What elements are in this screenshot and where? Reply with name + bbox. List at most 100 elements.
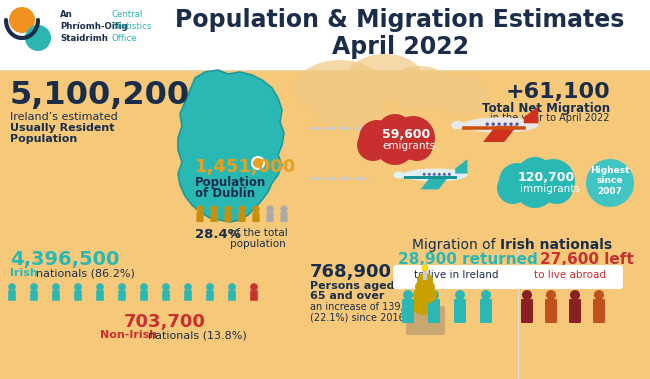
Circle shape [428,173,431,176]
Text: +61,100: +61,100 [505,82,610,102]
Text: 59,600: 59,600 [382,128,430,141]
Text: 65 and over: 65 and over [310,291,384,301]
Text: 703,700: 703,700 [124,313,206,331]
Circle shape [515,168,555,208]
FancyBboxPatch shape [454,299,466,323]
Text: Ireland’s estimated: Ireland’s estimated [10,112,118,122]
FancyBboxPatch shape [196,212,203,222]
Circle shape [211,205,218,213]
FancyBboxPatch shape [228,290,236,301]
Ellipse shape [402,169,467,182]
Circle shape [438,173,441,176]
FancyBboxPatch shape [266,212,274,222]
FancyBboxPatch shape [280,212,287,222]
Text: Usually Resident: Usually Resident [10,123,114,133]
Circle shape [541,172,573,204]
Circle shape [252,205,259,213]
FancyBboxPatch shape [52,290,60,301]
Text: Irish nationals: Irish nationals [500,238,612,252]
Circle shape [499,163,535,199]
FancyBboxPatch shape [569,299,581,323]
Ellipse shape [347,54,423,102]
Ellipse shape [411,295,439,315]
Text: Total Net Migration: Total Net Migration [482,102,610,115]
FancyBboxPatch shape [184,290,192,301]
Text: Irish: Irish [10,268,38,278]
Text: An
Phríomh-Oifig
Staidrimh: An Phríomh-Oifig Staidrimh [60,10,127,42]
Circle shape [401,129,433,161]
Circle shape [586,159,634,207]
Text: Highest
since
2007: Highest since 2007 [590,166,630,196]
Text: to live abroad: to live abroad [534,270,606,280]
Circle shape [497,122,501,126]
Circle shape [8,283,16,291]
Circle shape [162,283,170,291]
FancyBboxPatch shape [402,299,414,323]
Ellipse shape [394,171,404,179]
Circle shape [375,125,415,165]
FancyBboxPatch shape [206,290,214,301]
Ellipse shape [415,279,435,295]
Ellipse shape [295,60,385,116]
FancyBboxPatch shape [545,299,557,323]
FancyBboxPatch shape [96,290,104,301]
Circle shape [510,122,513,126]
FancyBboxPatch shape [0,0,650,70]
FancyBboxPatch shape [252,212,259,222]
Circle shape [74,283,82,291]
FancyBboxPatch shape [250,290,258,301]
Circle shape [228,283,236,291]
Text: 4,396,500: 4,396,500 [10,250,120,269]
Circle shape [30,283,38,291]
Text: Central
Statistics
Office: Central Statistics Office [112,10,151,42]
FancyBboxPatch shape [393,265,519,289]
FancyBboxPatch shape [428,299,440,323]
Text: Population: Population [195,176,266,189]
FancyBboxPatch shape [118,290,126,301]
Circle shape [486,122,489,126]
FancyBboxPatch shape [239,212,246,222]
FancyBboxPatch shape [521,299,533,323]
Circle shape [9,7,35,33]
Text: 120,700: 120,700 [518,171,575,184]
Text: an increase of 139,100: an increase of 139,100 [310,302,422,312]
Circle shape [357,129,389,161]
Ellipse shape [315,86,385,130]
FancyBboxPatch shape [406,306,445,335]
Ellipse shape [413,286,437,304]
FancyBboxPatch shape [593,299,605,323]
Ellipse shape [462,117,538,133]
Circle shape [239,205,246,213]
Text: 5,100,200: 5,100,200 [10,80,190,111]
Text: immigrants: immigrants [520,184,580,194]
Text: Migration of: Migration of [412,238,500,252]
Circle shape [184,283,192,291]
Circle shape [25,25,51,51]
Circle shape [522,290,532,300]
Text: Non-Irish: Non-Irish [100,330,157,340]
Circle shape [433,173,436,176]
Ellipse shape [451,121,464,129]
Circle shape [250,283,258,291]
FancyBboxPatch shape [517,265,623,289]
Circle shape [118,283,126,291]
Text: in the year to April 2022: in the year to April 2022 [491,113,610,123]
Circle shape [515,122,519,126]
Circle shape [196,205,203,213]
Circle shape [422,265,428,271]
FancyBboxPatch shape [74,290,82,301]
Polygon shape [524,106,538,123]
Text: 28,900 returned: 28,900 returned [398,252,538,267]
Text: (22.1%) since 2016: (22.1%) since 2016 [310,312,405,322]
Circle shape [546,290,556,300]
Text: to live in Ireland: to live in Ireland [414,270,499,280]
Text: of the total: of the total [230,228,288,238]
FancyBboxPatch shape [480,299,492,323]
Polygon shape [421,176,449,190]
Circle shape [503,122,507,126]
Text: nationals (13.8%): nationals (13.8%) [148,330,247,340]
Circle shape [224,205,231,213]
Circle shape [206,283,214,291]
Text: 28.4%: 28.4% [195,228,241,241]
Polygon shape [483,126,517,142]
